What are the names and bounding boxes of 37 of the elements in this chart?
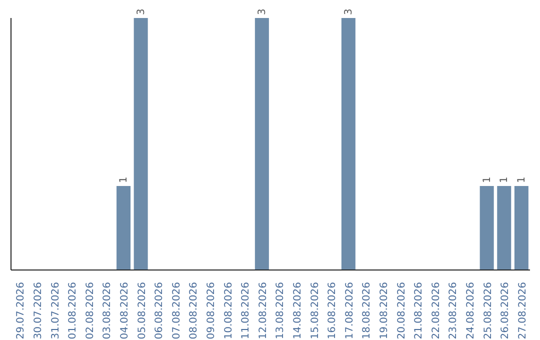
x-tick-label: 22.08.2026 <box>430 282 442 340</box>
x-tick-label: 16.08.2026 <box>327 282 338 340</box>
x-tick-label: 17.08.2026 <box>344 282 356 340</box>
x-tick-label: 14.08.2026 <box>292 282 304 340</box>
x-tick-label: 02.08.2026 <box>84 282 96 340</box>
x-tick-label: 01.08.2026 <box>68 282 79 340</box>
x-tick-label: 18.08.2026 <box>362 282 373 340</box>
x-tick-label: 30.07.2026 <box>32 282 44 340</box>
x-tick-label: 29.07.2026 <box>16 282 27 340</box>
x-tick-label: 26.08.2026 <box>500 282 512 340</box>
x-tick-label: 25.08.2026 <box>482 282 494 340</box>
x-tick-label: 07.08.2026 <box>171 282 182 340</box>
x-tick-label: 31.07.2026 <box>50 282 62 340</box>
data-label: 3 <box>343 8 354 15</box>
x-tick-label: 12.08.2026 <box>258 282 269 340</box>
x-tick-label: 05.08.2026 <box>136 282 148 340</box>
data-label: 3 <box>256 8 268 15</box>
x-tick-label: 06.08.2026 <box>154 282 166 340</box>
x-tick-label: 04.08.2026 <box>119 282 130 340</box>
x-tick-label: 21.08.2026 <box>414 282 425 340</box>
data-label: 3 <box>136 8 147 15</box>
x-tick-label: 19.08.2026 <box>378 282 390 340</box>
x-tick-label: 11.08.2026 <box>240 282 252 340</box>
x-tick-label: 08.08.2026 <box>188 282 200 340</box>
x-tick-label: 10.08.2026 <box>223 282 234 340</box>
data-label: 1 <box>482 176 493 183</box>
x-tick-label: 24.08.2026 <box>465 282 476 340</box>
x-tick-label: 20.08.2026 <box>396 282 408 340</box>
data-label: 1 <box>118 176 130 183</box>
x-tick-label: 03.08.2026 <box>102 282 114 340</box>
x-tick-label: 09.08.2026 <box>206 282 217 340</box>
x-tick-label: 23.08.2026 <box>448 282 460 340</box>
data-label: 1 <box>516 176 528 183</box>
data-label: 1 <box>499 176 510 183</box>
x-tick-label: 15.08.2026 <box>310 282 321 340</box>
x-tick-label: 27.08.2026 <box>517 282 528 340</box>
x-tick-label: 13.08.2026 <box>275 282 286 340</box>
